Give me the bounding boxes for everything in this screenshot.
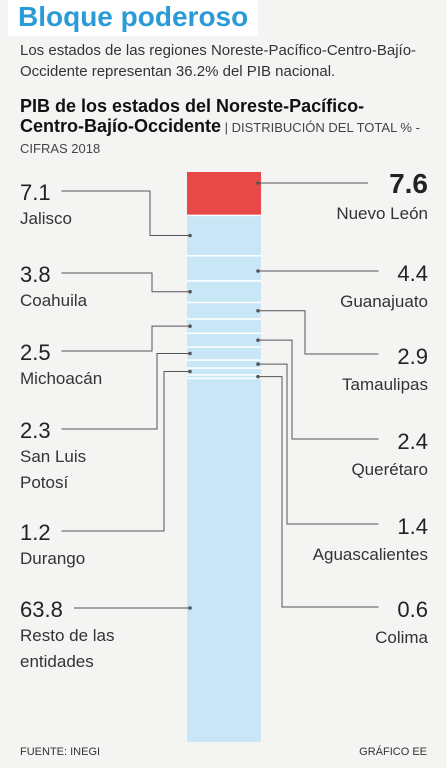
bar-segment-durango bbox=[187, 368, 261, 375]
value-label-san-luis-potosi: 2.3 bbox=[20, 418, 51, 443]
connector-dot-tamaulipas bbox=[256, 308, 260, 313]
connector-dot-san-luis-potosi bbox=[188, 351, 192, 356]
value-label-jalisco: 7.1 bbox=[20, 180, 51, 205]
connector-san-luis-potosi bbox=[61, 353, 190, 430]
connector-dot-colima bbox=[256, 374, 260, 379]
category-label-san-luis-potosi: Potosí bbox=[20, 473, 68, 492]
value-label-resto-de-las-entidades: 63.8 bbox=[20, 597, 63, 622]
category-label-resto-de-las-entidades: entidades bbox=[20, 652, 94, 671]
connector-dot-coahuila bbox=[188, 289, 192, 294]
category-label-san-luis-potosi: San Luis bbox=[20, 447, 86, 466]
connector-dot-nuevo-leon bbox=[256, 181, 260, 185]
connector-colima bbox=[258, 376, 379, 608]
connector-dot-resto-de-las-entidades bbox=[188, 606, 192, 610]
connector-queretaro bbox=[258, 339, 379, 440]
value-label-aguascalientes: 1.4 bbox=[397, 514, 428, 539]
connector-dot-aguascalientes bbox=[256, 362, 260, 366]
category-label-colima: Colima bbox=[375, 628, 428, 647]
bar-segment-coahuila bbox=[187, 280, 261, 303]
category-label-aguascalientes: Aguascalientes bbox=[313, 545, 428, 564]
connector-dot-queretaro bbox=[256, 338, 260, 342]
category-label-resto-de-las-entidades: Resto de las bbox=[20, 626, 115, 645]
category-label-jalisco: Jalisco bbox=[20, 209, 72, 228]
value-label-colima: 0.6 bbox=[397, 597, 428, 622]
bar-segment-san-luis-potosi bbox=[187, 346, 261, 361]
bar-segment-aguascalientes bbox=[187, 360, 261, 369]
value-label-michoacan: 2.5 bbox=[20, 340, 51, 365]
value-label-durango: 1.2 bbox=[20, 520, 51, 545]
bar-segment-jalisco bbox=[187, 215, 261, 256]
bar-segment-nuevo-leon bbox=[187, 172, 261, 216]
value-label-coahuila: 3.8 bbox=[20, 262, 51, 287]
connector-coahuila bbox=[61, 272, 190, 293]
value-label-queretaro: 2.4 bbox=[397, 429, 428, 454]
connector-dot-durango bbox=[188, 369, 192, 374]
bar-segment-tamaulipas bbox=[187, 302, 261, 320]
value-label-guanajuato: 4.4 bbox=[397, 261, 428, 286]
value-label-tamaulipas: 2.9 bbox=[397, 344, 428, 369]
chart-title-line1: PIB de los estados del Noreste-Pacífico- bbox=[20, 96, 365, 116]
value-label-nuevo-leon: 7.6 bbox=[389, 168, 428, 199]
bar-segment-queretaro bbox=[187, 333, 261, 347]
category-label-coahuila: Coahuila bbox=[20, 291, 88, 310]
connector-dot-guanajuato bbox=[256, 269, 260, 273]
category-label-durango: Durango bbox=[20, 549, 85, 568]
connector-dot-michoacan bbox=[188, 324, 192, 328]
connector-aguascalientes bbox=[258, 363, 379, 525]
bar-segment-colima bbox=[187, 374, 261, 379]
chart-subtitle-b: CIFRAS 2018 bbox=[20, 141, 101, 156]
connector-michoacan bbox=[61, 325, 190, 352]
credit-note: GRÁFICO EE bbox=[359, 746, 427, 758]
source-note: FUENTE: INEGI bbox=[20, 746, 101, 758]
connector-jalisco bbox=[61, 190, 190, 237]
chart-subtitle-a: | DISTRIBUCIÓN DEL TOTAL % - bbox=[221, 120, 420, 135]
category-label-guanajuato: Guanajuato bbox=[340, 292, 428, 311]
connector-tamaulipas bbox=[258, 310, 379, 355]
bar-segment-resto-de-las-entidades bbox=[187, 378, 261, 742]
category-label-michoacan: Michoacán bbox=[20, 369, 102, 388]
lede-text: Los estados de las regiones Noreste-Pací… bbox=[20, 42, 417, 80]
bar-segment-michoacan bbox=[187, 319, 261, 334]
category-label-nuevo-leon: Nuevo León bbox=[336, 204, 428, 223]
connector-durango bbox=[61, 371, 190, 532]
connector-dot-jalisco bbox=[188, 233, 192, 238]
chart-title: PIB de los estados del Noreste-Pacífico-… bbox=[20, 96, 435, 138]
category-label-tamaulipas: Tamaulipas bbox=[342, 375, 428, 394]
bar-segment-guanajuato bbox=[187, 255, 261, 281]
category-label-queretaro: Querétaro bbox=[351, 460, 428, 479]
headline: Bloque poderoso bbox=[8, 0, 259, 36]
chart-title-line2: Centro-Bajío-Occidente bbox=[20, 116, 222, 136]
